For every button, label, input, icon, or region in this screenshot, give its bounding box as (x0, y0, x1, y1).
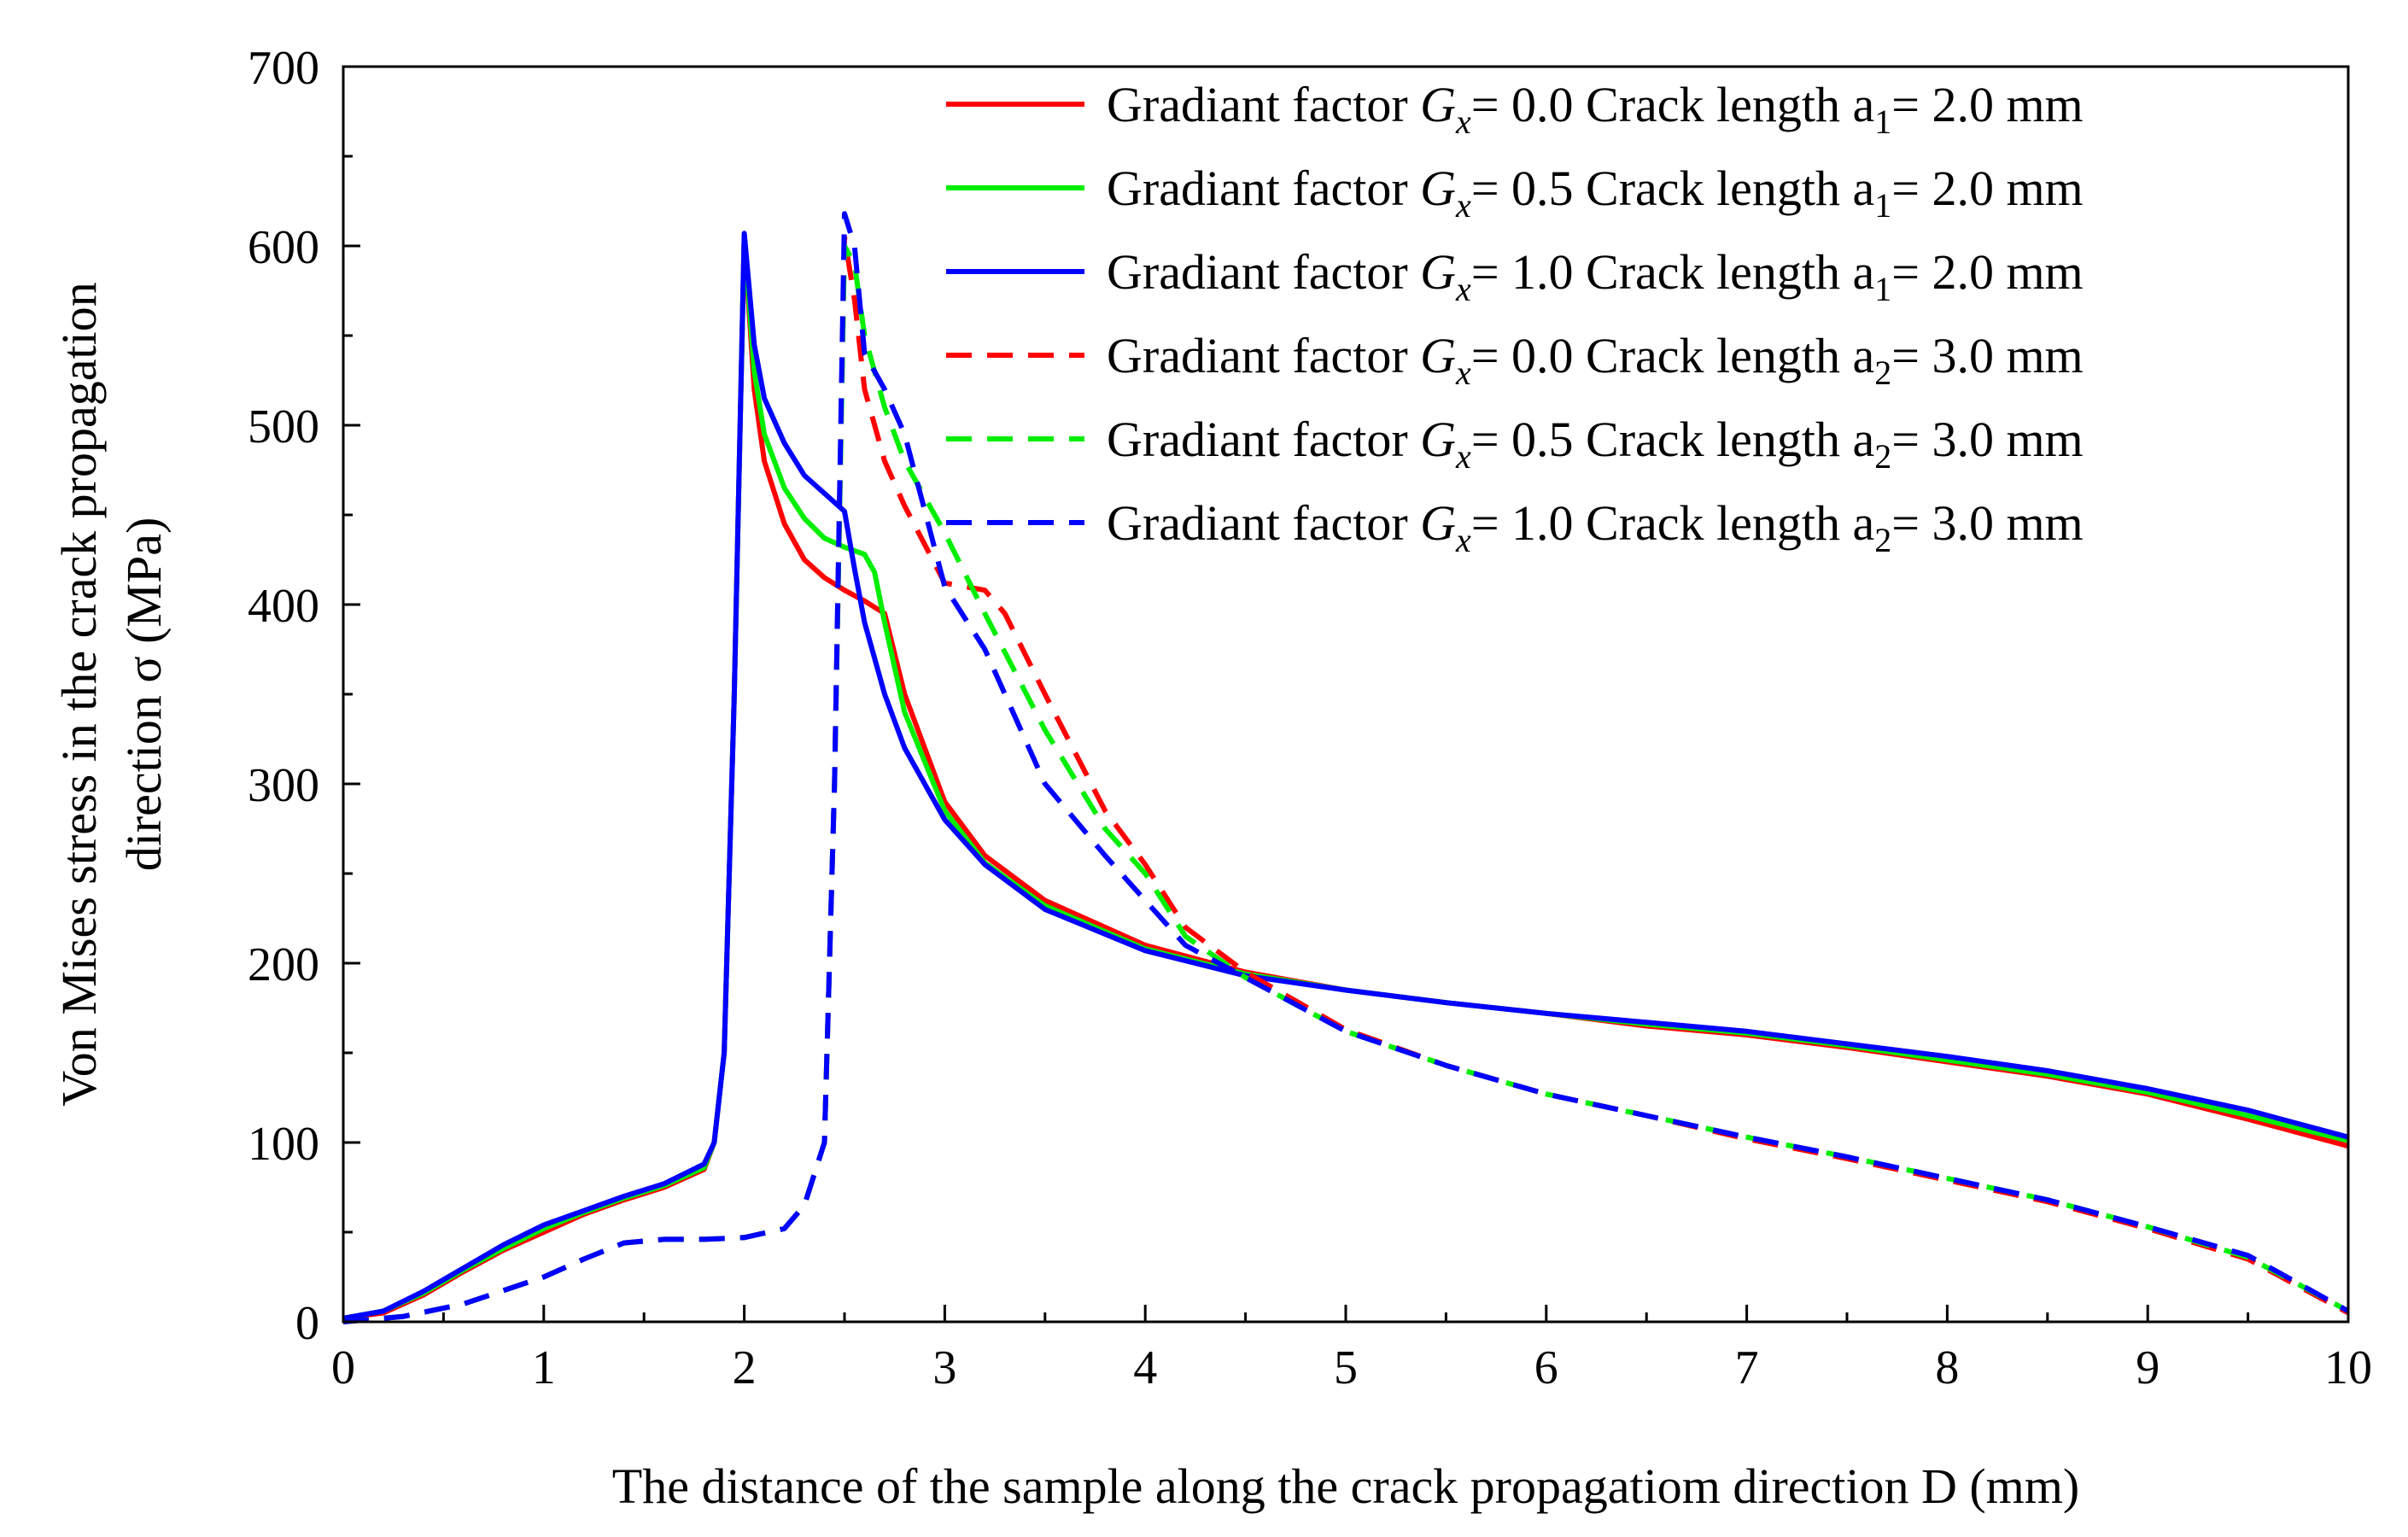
series-layer (342, 211, 2350, 1324)
x-tick-label-1: 1 (532, 1341, 556, 1394)
y-axis-title-line1: Von Mises stress in the crack propagatio… (51, 282, 107, 1106)
y-tick-label-4: 400 (248, 580, 319, 633)
y-tick-label-7: 700 (248, 42, 319, 95)
x-tick-label-6: 6 (1534, 1341, 1558, 1394)
y-tick-label-1: 100 (248, 1118, 319, 1171)
x-tick-label-0: 0 (331, 1341, 355, 1394)
legend: Gradiant factor Gx= 0.0 Crack length a1=… (946, 77, 2084, 559)
legend-label-3: Gradiant factor Gx= 1.0 Crack length a1=… (1107, 244, 2084, 308)
legend-label-6: Gradiant factor Gx= 1.0 Crack length a2=… (1107, 495, 2084, 559)
y-tick-label-6: 600 (248, 221, 319, 274)
x-tick-label-10: 10 (2324, 1341, 2372, 1394)
x-tick-label-3: 3 (932, 1341, 956, 1394)
legend-label-1: Gradiant factor Gx= 0.0 Crack length a1=… (1107, 77, 2084, 141)
x-tick-label-4: 4 (1133, 1341, 1157, 1394)
series-line-3 (342, 231, 2349, 1321)
series-line-6 (342, 211, 2350, 1324)
legend-label-4: Gradiant factor Gx= 0.0 Crack length a2=… (1107, 328, 2084, 392)
legend-label-2: Gradiant factor Gx= 0.5 Crack length a1=… (1107, 161, 2084, 225)
y-tick-label-2: 200 (248, 938, 319, 991)
x-tick-label-5: 5 (1334, 1341, 1358, 1394)
x-tick-label-2: 2 (733, 1341, 757, 1394)
x-tick-label-9: 9 (2136, 1341, 2160, 1394)
x-tick-label-8: 8 (1935, 1341, 1959, 1394)
y-tick-label-5: 500 (248, 400, 319, 453)
y-axis-title-line2: direction σ (MPa) (116, 517, 172, 872)
x-axis-title: The distance of the sample along the cra… (612, 1458, 2079, 1514)
y-tick-label-0: 0 (295, 1297, 319, 1350)
x-tick-label-7: 7 (1735, 1341, 1759, 1394)
y-tick-label-3: 300 (248, 759, 319, 812)
legend-label-5: Gradiant factor Gx= 0.5 Crack length a2=… (1107, 412, 2084, 476)
